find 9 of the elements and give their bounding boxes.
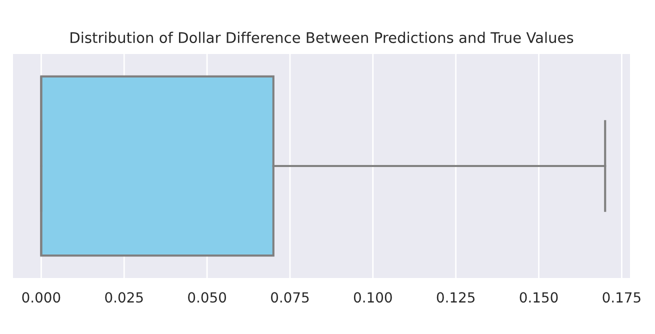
x-tick-label: 0.125 [436, 292, 475, 303]
x-tick-label: 0.150 [520, 292, 558, 303]
x-tick-label: 0.025 [105, 292, 143, 303]
x-tick-label: 0.175 [602, 292, 640, 303]
chart-title: Distribution of Dollar Difference Between Predictions and True Values [70, 32, 574, 44]
x-tick-label: 0.000 [22, 292, 60, 303]
x-tick-label: 0.100 [354, 292, 392, 303]
x-tick-label: 0.075 [271, 292, 309, 303]
x-tick-label: 0.050 [188, 292, 226, 303]
